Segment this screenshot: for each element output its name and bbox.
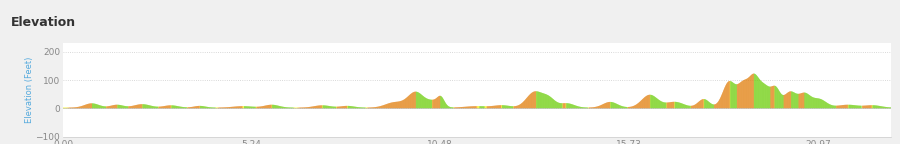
Y-axis label: Elevation (Feet): Elevation (Feet) bbox=[25, 57, 34, 123]
Text: Elevation: Elevation bbox=[11, 16, 76, 29]
